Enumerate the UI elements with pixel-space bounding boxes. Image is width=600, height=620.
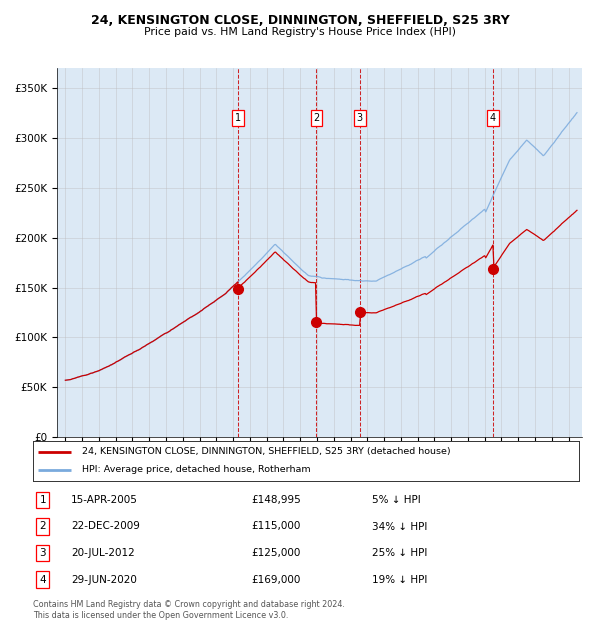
Text: 2: 2 [313, 113, 320, 123]
Text: 24, KENSINGTON CLOSE, DINNINGTON, SHEFFIELD, S25 3RY (detached house): 24, KENSINGTON CLOSE, DINNINGTON, SHEFFI… [82, 448, 451, 456]
Text: 3: 3 [40, 548, 46, 558]
Text: HPI: Average price, detached house, Rotherham: HPI: Average price, detached house, Roth… [82, 466, 311, 474]
Text: 4: 4 [490, 113, 496, 123]
Text: 29-JUN-2020: 29-JUN-2020 [71, 575, 137, 585]
Text: 20-JUL-2012: 20-JUL-2012 [71, 548, 135, 558]
Text: 25% ↓ HPI: 25% ↓ HPI [371, 548, 427, 558]
Text: 4: 4 [40, 575, 46, 585]
Text: 22-DEC-2009: 22-DEC-2009 [71, 521, 140, 531]
Text: 5% ↓ HPI: 5% ↓ HPI [371, 495, 420, 505]
Text: £169,000: £169,000 [251, 575, 301, 585]
Text: £148,995: £148,995 [251, 495, 301, 505]
Text: Contains HM Land Registry data © Crown copyright and database right 2024.
This d: Contains HM Land Registry data © Crown c… [33, 600, 345, 619]
Text: 34% ↓ HPI: 34% ↓ HPI [371, 521, 427, 531]
Text: £115,000: £115,000 [251, 521, 301, 531]
Text: 1: 1 [235, 113, 241, 123]
Text: Price paid vs. HM Land Registry's House Price Index (HPI): Price paid vs. HM Land Registry's House … [144, 27, 456, 37]
Text: 3: 3 [356, 113, 363, 123]
Text: 19% ↓ HPI: 19% ↓ HPI [371, 575, 427, 585]
Text: 24, KENSINGTON CLOSE, DINNINGTON, SHEFFIELD, S25 3RY: 24, KENSINGTON CLOSE, DINNINGTON, SHEFFI… [91, 14, 509, 27]
Text: 2: 2 [40, 521, 46, 531]
Text: £125,000: £125,000 [251, 548, 301, 558]
Text: 1: 1 [40, 495, 46, 505]
Text: 15-APR-2005: 15-APR-2005 [71, 495, 138, 505]
